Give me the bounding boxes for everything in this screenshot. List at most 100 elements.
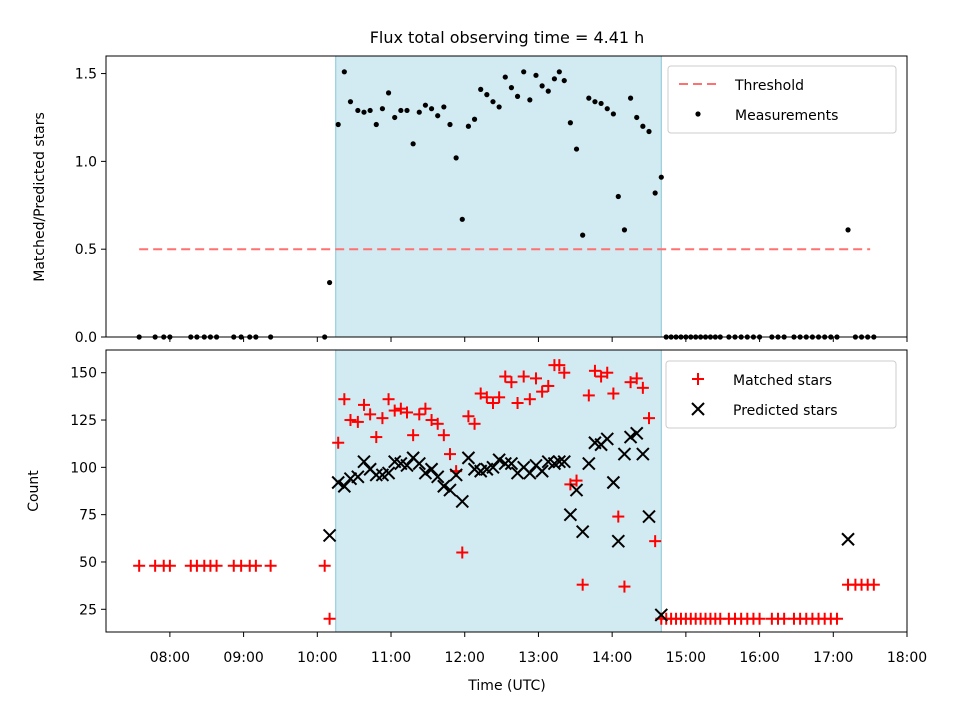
predicted-star-point [600,432,614,446]
measurement-point [373,121,379,128]
predicted-star-point [424,462,439,476]
matched-star-point [607,387,620,400]
measurement-point [385,90,392,96]
top-shaded-span [335,55,662,338]
matched-star-point [370,431,383,444]
matched-star-point [419,402,432,415]
predicted-star-point [569,483,584,497]
measurement-point [615,193,621,200]
measurement-point [567,120,573,126]
matched-star-point [595,370,608,383]
legend-threshold-label: Threshold [734,78,804,94]
measurement-point [610,111,616,117]
matched-star-point [576,578,589,591]
matched-star-point [588,364,601,377]
predicted-star-point [357,454,371,469]
predicted-star-point [412,456,426,471]
measurement-point [539,83,545,89]
measurement-point [367,107,373,114]
y-tick-label: 0.5 [75,242,97,258]
predicted-star-point [557,454,571,469]
predicted-star-point [498,456,512,471]
predicted-star-point [449,468,463,482]
legend-predicted-swatch [691,402,705,416]
measurement-point [652,190,658,196]
y-tick-label: 25 [79,602,97,618]
matched-star-point [624,376,637,389]
matched-star-point [601,366,614,379]
x-tick-label: 12:00 [445,650,485,666]
measurement-point [521,69,527,75]
measurement-point [392,114,398,121]
y-tick-label: 1.5 [75,67,97,83]
measurement-point [471,116,478,122]
matched-star-point [480,391,493,404]
predicted-star-point [654,608,669,622]
matched-star-point [407,429,420,442]
matched-star-point [630,372,643,385]
predicted-star-point [461,451,476,465]
top-legend-box [667,65,897,134]
matched-star-point [468,417,481,430]
matched-star-point [388,404,401,417]
matched-star-point [493,391,506,404]
matched-star-point [443,448,456,461]
predicted-star-point [455,494,469,509]
bottom-panel: 25 50 75 100 125 150 08:00 09:00 10:00 11:00 12:0… [26,349,927,694]
predicted-star-point [369,468,383,482]
count-points [133,359,880,625]
predicted-star-point [504,456,519,471]
predicted-star-point [331,475,345,490]
matched-star-point [636,381,649,394]
predicted-star-point [630,426,644,440]
matched-star-point [570,474,583,487]
measurement-point [598,100,604,107]
y-tick-label: 1.0 [75,154,97,170]
measurement-point [508,85,515,91]
legend-matched-swatch [692,373,704,385]
y-tick-label: 50 [79,555,97,571]
measurement-point [490,99,496,105]
x-tick-label: 11:00 [371,650,411,666]
measurement-point [453,155,459,161]
measurement-point [646,128,652,135]
measurement-point [634,114,640,121]
measurement-point [478,86,484,92]
x-tick-label: 17:00 [813,650,853,666]
measurement-point [447,121,453,128]
measurement-point [586,95,592,101]
predicted-star-point [381,466,396,480]
matched-star-point [400,406,413,419]
measurement-point [556,69,562,75]
predicted-star-point [443,483,457,497]
top-panel: 0.0 0.5 1.0 1.5 Matched/Predicted stars Thr… [32,55,908,346]
x-tick-label: 10:00 [297,650,337,666]
y-tick-label: 150 [70,366,97,382]
x-tick-label: 14:00 [592,650,632,666]
matched-star-point [558,366,571,379]
bottom-y-ticks: 25 50 75 100 125 150 [70,366,106,618]
x-tick-label: 09:00 [223,650,263,666]
matched-star-point [618,580,631,593]
predicted-star-point [430,470,445,484]
matched-star-point [364,408,377,421]
measurement-point [484,92,490,98]
matched-star-point [553,359,566,372]
predicted-star-point [400,458,414,473]
matched-star-point [264,559,277,572]
matched-star-point [830,612,843,625]
x-axis-label: Time (UTC) [467,678,545,694]
measurement-point [398,107,404,114]
matched-star-point [413,408,426,421]
measurement-point [627,95,634,101]
matched-star-point [505,376,518,389]
measurement-point [361,109,367,115]
matched-star-point [753,612,766,625]
bottom-axes-frame [105,349,908,633]
x-tick-label: 16:00 [739,650,779,666]
matched-star-point [517,370,530,383]
predicted-star-point [351,470,365,484]
measurement-point [514,93,521,99]
top-y-axis-label: Matched/Predicted stars [32,112,48,282]
